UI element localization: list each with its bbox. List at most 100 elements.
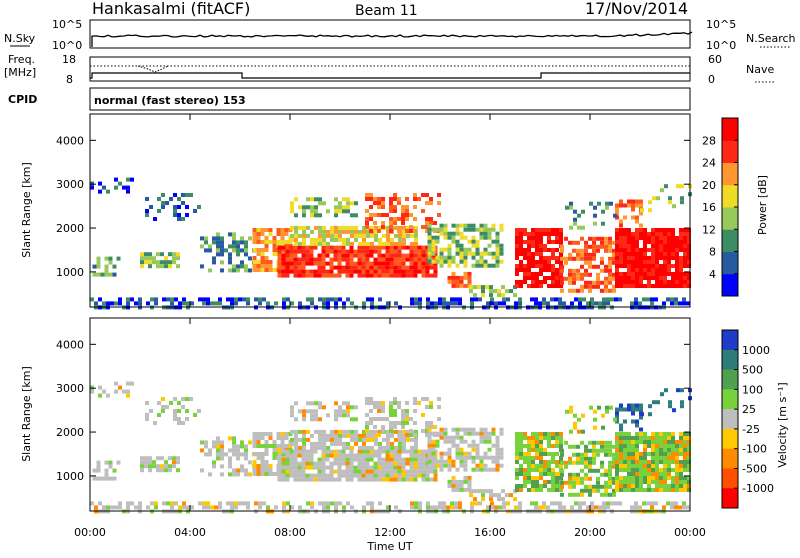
power-cell xyxy=(409,261,414,266)
velocity-cell xyxy=(290,437,294,442)
power-cell xyxy=(455,283,460,288)
velocity-cell xyxy=(506,501,510,506)
power-cell xyxy=(260,232,265,236)
velocity-cell xyxy=(655,444,659,448)
power-cell xyxy=(145,213,149,217)
velocity-cell xyxy=(220,444,224,449)
velocity-cell xyxy=(274,505,278,510)
power-cell xyxy=(655,244,659,248)
power-cell xyxy=(623,203,627,208)
velocity-cell xyxy=(614,501,618,506)
nsky-label: N.Sky xyxy=(4,32,36,45)
power-cell xyxy=(663,240,667,244)
power-cell xyxy=(679,268,683,272)
velocity-cell xyxy=(643,468,647,472)
velocity-cell xyxy=(439,459,444,464)
velocity-cell xyxy=(325,477,330,482)
power-cell xyxy=(666,297,670,302)
velocity-cell xyxy=(212,440,216,445)
velocity-cell xyxy=(519,472,523,476)
power-cell xyxy=(435,259,440,264)
power-cell xyxy=(365,265,370,270)
velocity-cell xyxy=(366,501,370,506)
power-cell xyxy=(604,268,608,273)
velocity-cell xyxy=(495,443,500,448)
velocity-cell xyxy=(515,448,519,452)
power-cell xyxy=(421,245,426,250)
power-cell xyxy=(426,297,430,302)
velocity-cell xyxy=(413,457,418,462)
velocity-cell xyxy=(220,448,224,453)
velocity-cell xyxy=(322,433,326,438)
velocity-cell xyxy=(543,484,547,488)
power-cell xyxy=(421,193,425,197)
velocity-cell xyxy=(683,488,687,492)
velocity-cell xyxy=(437,405,441,409)
velocity-cell xyxy=(671,444,675,448)
power-cell xyxy=(334,205,338,210)
power-cell xyxy=(584,240,588,245)
power-cell xyxy=(398,225,402,230)
velocity-cell xyxy=(580,480,584,485)
velocity-cell xyxy=(297,465,302,470)
velocity-cell xyxy=(551,456,555,460)
velocity-cell xyxy=(592,484,596,489)
velocity-colorbar-segment xyxy=(722,389,738,410)
power-cell xyxy=(682,297,686,302)
velocity-cell xyxy=(414,429,418,434)
power-cell xyxy=(631,252,635,256)
power-cell xyxy=(258,301,262,306)
velocity-cell xyxy=(228,436,232,441)
power-cell xyxy=(469,289,473,294)
power-cell xyxy=(409,265,414,270)
velocity-cell xyxy=(682,505,686,510)
velocity-cell xyxy=(475,431,480,436)
velocity-cell xyxy=(302,433,306,438)
power-cell xyxy=(365,193,369,197)
velocity-cell xyxy=(164,464,168,469)
power-cell xyxy=(414,233,418,238)
power-cell xyxy=(531,272,535,276)
velocity-cell xyxy=(531,468,535,472)
power-cell xyxy=(447,247,452,252)
power-cell xyxy=(317,265,322,270)
velocity-cell xyxy=(276,432,281,436)
velocity-cell xyxy=(551,484,555,488)
power-cell xyxy=(667,232,671,236)
power-cell xyxy=(539,264,543,268)
velocity-cell xyxy=(182,501,186,506)
velocity-cell xyxy=(651,448,655,452)
power-cell xyxy=(177,197,181,201)
power-cell xyxy=(639,228,643,232)
power-cell xyxy=(153,217,157,221)
power-cell xyxy=(592,236,596,241)
power-cell xyxy=(515,284,519,288)
velocity-cell xyxy=(378,445,382,450)
power-cell xyxy=(523,272,527,276)
velocity-cell xyxy=(173,397,177,401)
velocity-cell xyxy=(539,472,543,476)
power-cell xyxy=(523,256,527,260)
velocity-cell xyxy=(148,456,152,461)
power-cell xyxy=(417,253,422,258)
power-cell xyxy=(615,256,619,260)
power-cell xyxy=(393,265,398,270)
velocity-cell xyxy=(369,397,373,401)
velocity-cell xyxy=(98,385,102,390)
velocity-cell xyxy=(293,473,298,478)
power-cell xyxy=(619,203,623,208)
velocity-cell xyxy=(401,425,405,429)
power-cell xyxy=(317,253,322,258)
power-cell xyxy=(577,225,581,230)
power-cell xyxy=(539,228,543,232)
velocity-cell xyxy=(437,397,441,401)
power-cell xyxy=(256,248,261,252)
power-cell xyxy=(651,232,655,236)
velocity-cell xyxy=(266,505,270,510)
velocity-cell xyxy=(421,397,425,401)
velocity-cell xyxy=(398,437,402,442)
velocity-cell xyxy=(604,492,608,497)
power-cell xyxy=(338,205,342,210)
power-cell xyxy=(431,243,436,248)
power-cell xyxy=(651,240,655,244)
